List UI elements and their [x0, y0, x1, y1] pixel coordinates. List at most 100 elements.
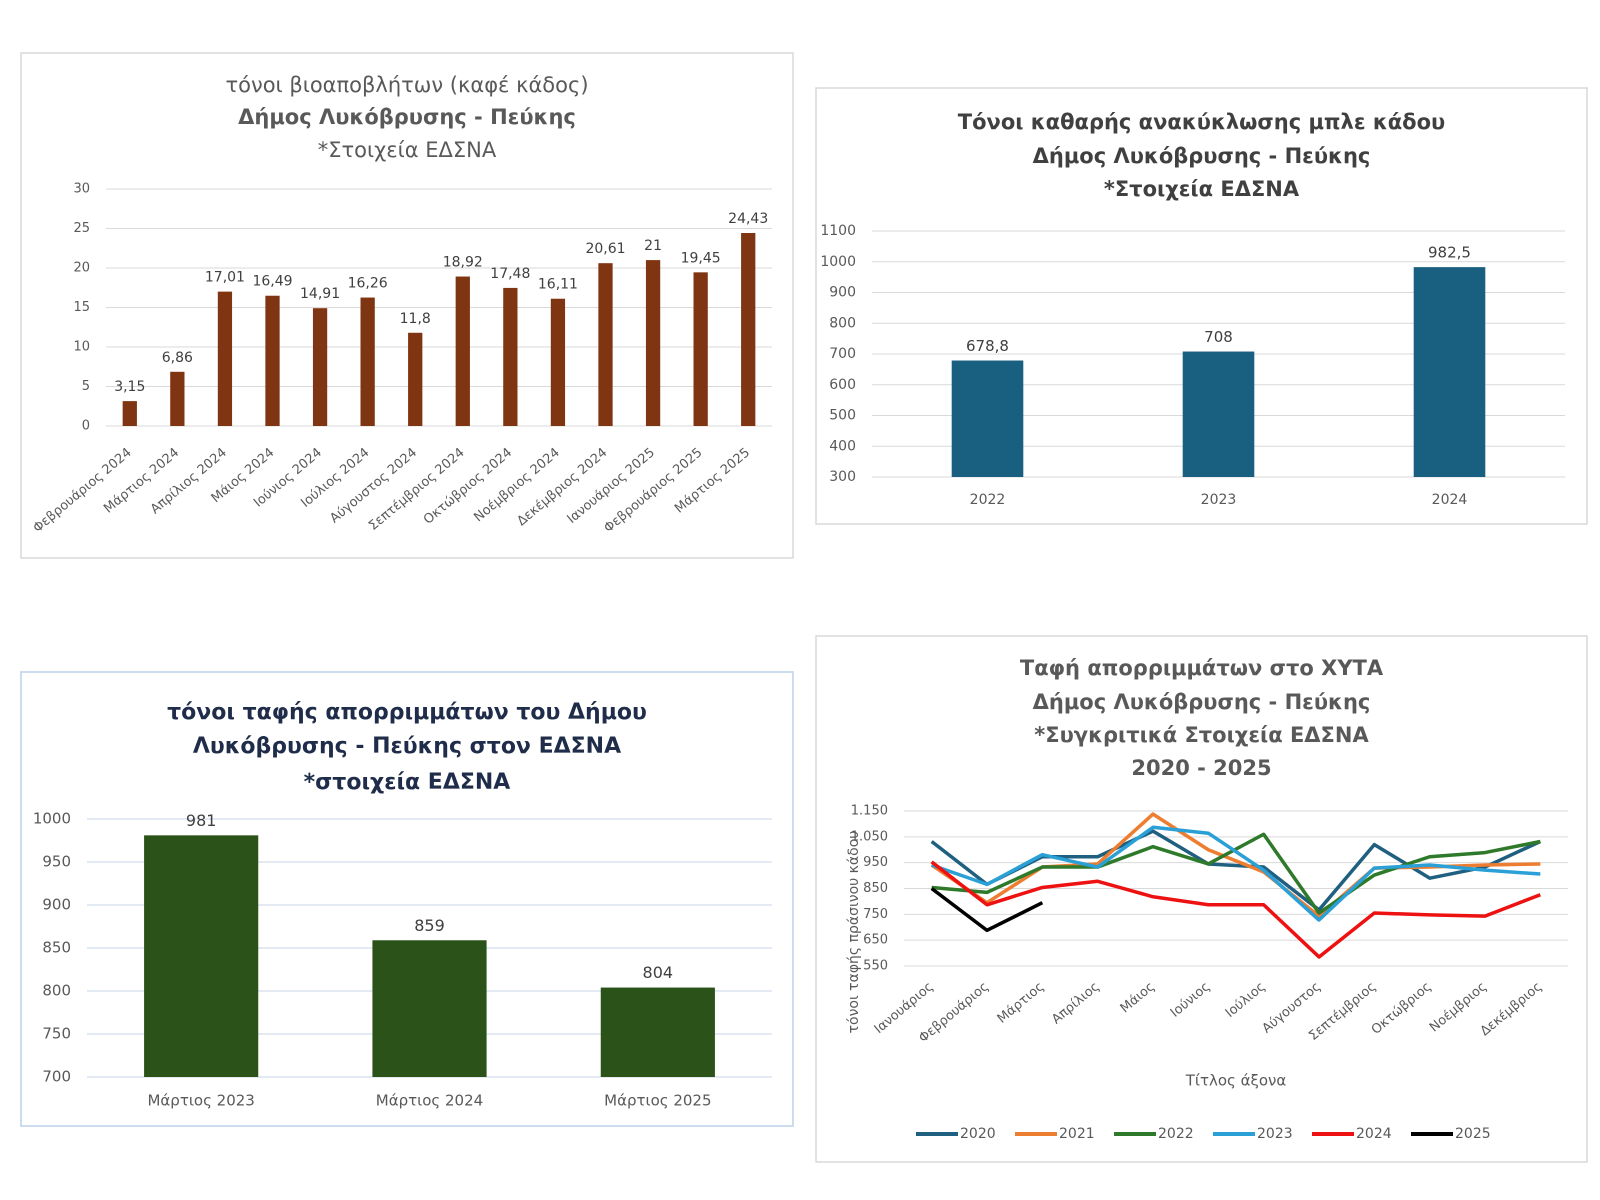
- bar: [455, 276, 470, 426]
- line-series: [930, 860, 1541, 959]
- y-tick-label: 1100: [820, 223, 856, 239]
- data-label: 859: [414, 916, 445, 935]
- y-tick-label: 600: [829, 377, 856, 393]
- x-tick-label: Μάρτιος 2025: [604, 1092, 711, 1110]
- y-tick-label: 550: [863, 959, 888, 974]
- legend-label: 2024: [1356, 1126, 1392, 1142]
- y-tick-label: 750: [42, 1025, 71, 1043]
- x-axis-label: Τίτλος άξονα: [1185, 1072, 1287, 1090]
- data-label: 21: [644, 238, 662, 254]
- bar: [645, 260, 661, 426]
- data-label: 11,8: [400, 311, 431, 327]
- bar: [265, 295, 280, 426]
- legend-label: 2022: [1158, 1126, 1194, 1142]
- bar: [550, 298, 566, 426]
- y-axis-label: τόνοι ταφής πράσινου κάδου: [846, 831, 862, 1034]
- y-tick-label: 800: [829, 315, 856, 331]
- y-tick-label: 1000: [820, 254, 856, 270]
- x-tick-label: 2023: [1201, 492, 1237, 508]
- chart-panel: Ταφή απορριμμάτων στο ΧΥΤΑ Δήμος Λυκόβρυσ…: [815, 635, 1588, 1163]
- line-series: [931, 832, 1541, 915]
- line-series: [930, 887, 1044, 933]
- y-tick-label: 15: [73, 300, 90, 315]
- data-label: 981: [186, 811, 217, 830]
- y-tick-label: 750: [863, 907, 888, 922]
- y-tick-label: 500: [829, 408, 856, 424]
- y-tick-label: 850: [863, 881, 888, 896]
- data-label: 14,91: [300, 286, 340, 302]
- data-label: 982,5: [1428, 244, 1471, 262]
- data-label: 6,86: [162, 350, 193, 366]
- legend-label: 2020: [960, 1126, 996, 1142]
- y-tick-label: 1000: [33, 810, 71, 828]
- bar: [170, 371, 185, 426]
- chart-title: Τόνοι καθαρής ανακύκλωσης μπλε κάδου: [958, 110, 1445, 134]
- y-tick-label: 700: [42, 1068, 71, 1086]
- bar: [372, 940, 487, 1077]
- y-tick-label: 650: [863, 933, 888, 948]
- chart-title: Δήμος Λυκόβρυσης - Πεύκης: [1033, 144, 1371, 168]
- data-label: 16,11: [538, 277, 578, 293]
- chart-panel: Τόνοι καθαρής ανακύκλωσης μπλε κάδου Δήμο…: [815, 87, 1588, 525]
- y-tick-label: 25: [73, 221, 90, 236]
- chart-title: *στοιχεία ΕΔΣΝΑ: [304, 770, 511, 795]
- data-label: 17,01: [205, 270, 245, 286]
- chart-title: Ταφή απορριμμάτων στο ΧΥΤΑ: [1020, 656, 1384, 680]
- x-tick-label: 2022: [970, 492, 1006, 508]
- y-tick-label: 900: [829, 285, 856, 301]
- y-tick-label: 850: [42, 939, 71, 957]
- bar: [600, 987, 715, 1077]
- y-tick-label: 1.150: [851, 804, 888, 819]
- chart-title: τόνοι ταφής απορριμμάτων του Δήμου: [167, 700, 647, 725]
- data-label: 24,43: [728, 211, 768, 227]
- y-tick-label: 700: [829, 346, 856, 362]
- chart-panel: τόνοι ταφής απορριμμάτων του Δήμου Λυκόβρ…: [20, 671, 794, 1127]
- bar: [408, 332, 423, 426]
- bar: [1413, 267, 1486, 477]
- chart-title: *Στοιχεία ΕΔΣΝΑ: [1104, 177, 1300, 201]
- bar: [951, 360, 1024, 477]
- y-tick-label: 1.050: [851, 829, 888, 844]
- y-tick-label: 300: [829, 469, 856, 485]
- data-label: 16,49: [252, 274, 292, 290]
- chart-frame: [20, 52, 794, 559]
- y-tick-label: 20: [73, 261, 90, 276]
- bar: [360, 297, 375, 426]
- data-label: 3,15: [114, 379, 145, 395]
- bar: [1182, 351, 1255, 477]
- y-tick-label: 800: [42, 982, 71, 1000]
- data-label: 804: [643, 963, 674, 982]
- y-tick-label: 5: [82, 379, 90, 394]
- y-tick-label: 900: [42, 896, 71, 914]
- chart-title: *Συγκριτικά Στοιχεία ΕΔΣΝΑ: [1034, 723, 1369, 747]
- bar: [598, 263, 613, 426]
- y-tick-label: 0: [82, 419, 90, 434]
- bar: [144, 835, 259, 1077]
- data-label: 678,8: [966, 337, 1009, 355]
- bar: [693, 272, 708, 426]
- data-label: 708: [1204, 328, 1233, 346]
- y-tick-label: 10: [73, 340, 90, 355]
- chart-title: *Στοιχεία ΕΔΣΝΑ: [318, 138, 497, 162]
- x-tick-label: 2024: [1432, 492, 1468, 508]
- chart-title: Δήμος Λυκόβρυσης - Πεύκης: [1033, 690, 1371, 714]
- data-label: 18,92: [443, 255, 483, 271]
- chart-title: Δήμος Λυκόβρυσης - Πεύκης: [238, 105, 576, 129]
- chart-title: Λυκόβρυσης - Πεύκης στον ΕΔΣΝΑ: [193, 734, 621, 759]
- bar: [503, 287, 518, 426]
- data-label: 17,48: [490, 266, 530, 282]
- chart-title: τόνοι βιοαποβλήτων (καφέ κάδος): [225, 73, 588, 97]
- bar: [122, 401, 137, 426]
- chart-title: 2020 - 2025: [1131, 756, 1271, 780]
- legend-label: 2023: [1257, 1126, 1293, 1142]
- y-tick-label: 30: [73, 182, 90, 197]
- legend-label: 2021: [1059, 1126, 1095, 1142]
- y-tick-label: 950: [42, 853, 71, 871]
- data-label: 20,61: [585, 241, 625, 257]
- legend-label: 2025: [1455, 1126, 1491, 1142]
- bar: [312, 308, 328, 426]
- line-series: [931, 825, 1541, 922]
- bar: [217, 291, 233, 426]
